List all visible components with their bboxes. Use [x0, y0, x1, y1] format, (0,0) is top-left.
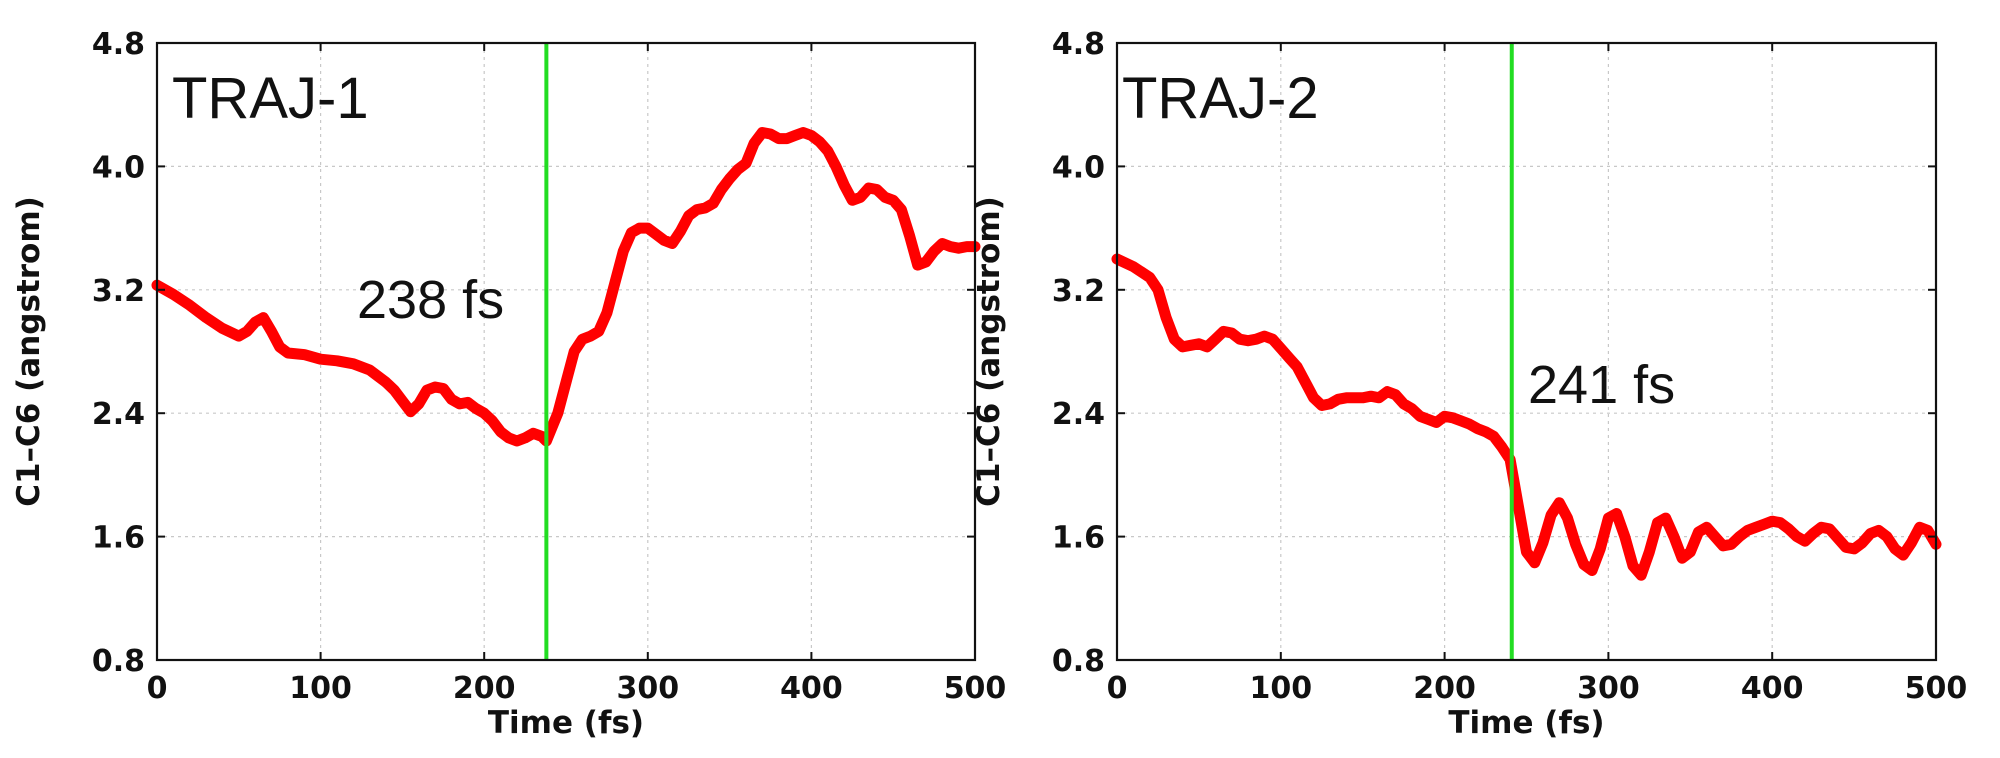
x-axis-label: Time (fs) [1448, 705, 1604, 741]
y-tick-label: 3.2 [92, 274, 145, 309]
y-tick-label: 2.4 [1052, 397, 1105, 432]
crossing-time-annotation: 238 fs [357, 270, 504, 330]
x-tick-label: 100 [289, 671, 352, 706]
panel-title: TRAJ-2 [1122, 66, 1319, 131]
y-tick-label: 1.6 [92, 521, 145, 556]
x-tick-label: 400 [1741, 671, 1804, 706]
y-tick-label: 2.4 [92, 397, 145, 432]
x-tick-label: 300 [1577, 671, 1640, 706]
y-axis-label: C1–C6 (angstrom) [971, 196, 1007, 507]
x-tick-label: 0 [147, 671, 168, 706]
x-tick-label: 100 [1249, 671, 1312, 706]
x-tick-label: 400 [780, 671, 843, 706]
y-tick-label: 0.8 [1052, 644, 1105, 679]
y-axis-label: C1–C6 (angstrom) [11, 196, 47, 507]
x-tick-label: 500 [944, 671, 1007, 706]
y-tick-label: 4.0 [92, 150, 145, 185]
x-axis-label: Time (fs) [488, 705, 644, 741]
chart-panel-2: 0 100 200 300 400 500 0.8 1.6 2.4 3.2 4.0 4.8 Time (… [971, 27, 1967, 741]
crossing-time-annotation: 241 fs [1528, 355, 1675, 415]
y-tick-label: 0.8 [92, 644, 145, 679]
x-tick-label: 300 [616, 671, 679, 706]
panel-title: TRAJ-1 [172, 66, 369, 131]
chart-panel-1: 0 100 200 300 400 500 0.8 1.6 2.4 3.2 4.0 4.8 Time (… [11, 27, 1006, 741]
plot-frame [155, 41, 977, 662]
plot-frame [1115, 41, 1938, 662]
y-tick-label: 4.8 [92, 27, 145, 62]
x-tick-label: 200 [453, 671, 516, 706]
y-tick-label: 4.8 [1052, 27, 1105, 62]
y-tick-label: 1.6 [1052, 521, 1105, 556]
x-tick-label: 500 [1905, 671, 1968, 706]
x-tick-label: 0 [1107, 671, 1128, 706]
x-tick-label: 200 [1413, 671, 1476, 706]
data-series-line [151, 127, 981, 447]
y-tick-label: 4.0 [1052, 150, 1105, 185]
y-tick-label: 3.2 [1052, 274, 1105, 309]
data-series-line [1111, 253, 1942, 581]
